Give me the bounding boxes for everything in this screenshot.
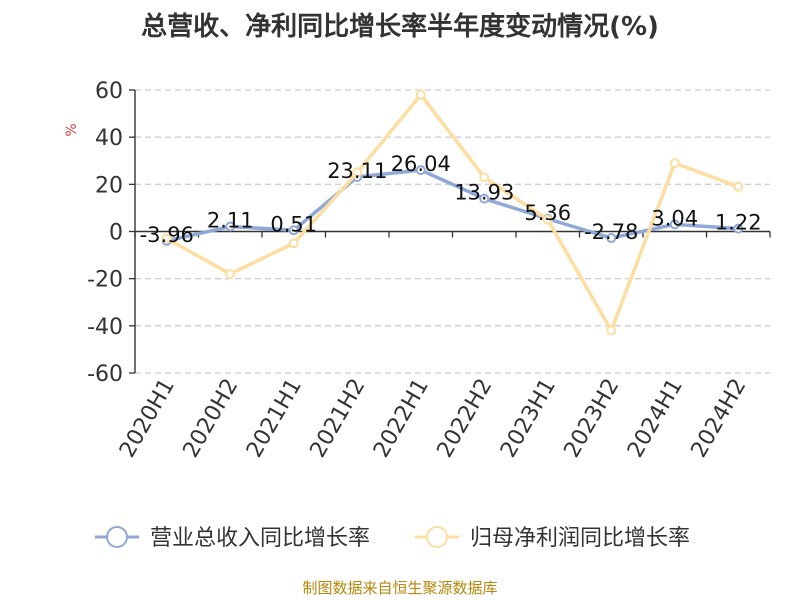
net-profit-growth-point bbox=[733, 181, 744, 192]
net-profit-growth-point bbox=[161, 233, 172, 244]
y-tick-label: 40 bbox=[95, 126, 123, 151]
x-tick-label: 2022H1 bbox=[369, 375, 434, 462]
net-profit-growth-line bbox=[165, 92, 740, 333]
y-axis-unit-label: % bbox=[64, 123, 80, 136]
x-tick-label: 2021H1 bbox=[242, 375, 307, 462]
data-label: 3.04 bbox=[651, 206, 698, 230]
data-label: 0.51 bbox=[270, 212, 317, 236]
x-tick-label: 2022H2 bbox=[433, 375, 498, 462]
axes: 60 40 20 0 -20 -40 -602020H12020H22021H12021H2… bbox=[87, 79, 771, 462]
x-tick-label: 2020H2 bbox=[179, 375, 244, 462]
x-tick-label: 2024H1 bbox=[623, 375, 688, 462]
data-label: 26.04 bbox=[391, 152, 451, 176]
y-tick-label: -60 bbox=[87, 362, 123, 387]
revenue-growth-line bbox=[165, 168, 740, 243]
net-profit-growth-point bbox=[288, 238, 299, 249]
y-tick-label: 20 bbox=[95, 173, 123, 198]
data-label: 13.93 bbox=[454, 181, 514, 205]
revenue-growth-point bbox=[225, 221, 236, 232]
y-tick-label: 0 bbox=[109, 221, 123, 246]
legend-label: 营业总收入同比增长率 bbox=[150, 526, 370, 551]
net-profit-growth-point bbox=[542, 214, 553, 225]
legend-marker bbox=[426, 526, 448, 548]
revenue-growth-point bbox=[606, 233, 617, 244]
data-label: -3.96 bbox=[140, 223, 194, 247]
net-profit-growth-point bbox=[669, 158, 680, 169]
y-tick-label: 60 bbox=[95, 79, 123, 104]
x-tick-label: 2024H2 bbox=[687, 375, 752, 462]
legend-label: 归母净利润同比增长率 bbox=[470, 526, 690, 551]
revenue-growth-point bbox=[669, 219, 680, 230]
data-source-note: 制图数据来自恒生聚源数据库 bbox=[302, 579, 498, 597]
net-profit-growth-point bbox=[606, 325, 617, 336]
revenue-growth-point bbox=[288, 225, 299, 236]
data-label: 5.36 bbox=[524, 201, 571, 225]
chart-title: 总营收、净利同比增长率半年度变动情况(%) bbox=[141, 12, 659, 42]
net-profit-growth-point bbox=[415, 89, 426, 100]
net-profit-growth-point bbox=[479, 172, 490, 183]
revenue-growth-point bbox=[479, 193, 490, 204]
series-lines bbox=[161, 89, 744, 336]
gridlines bbox=[135, 89, 770, 374]
data-label: -2.78 bbox=[584, 220, 638, 244]
legend: 营业总收入同比增长率 归母净利润同比增长率 bbox=[95, 526, 690, 551]
net-profit-growth-point bbox=[352, 167, 363, 178]
y-tick-label: -20 bbox=[87, 268, 123, 293]
revenue-growth-point bbox=[733, 223, 744, 234]
revenue-growth-point bbox=[415, 165, 426, 176]
legend-marker bbox=[106, 526, 128, 548]
x-tick-label: 2020H1 bbox=[115, 375, 180, 462]
net-profit-growth-point bbox=[225, 268, 236, 279]
x-tick-label: 2021H2 bbox=[306, 375, 371, 462]
x-tick-label: 2023H1 bbox=[496, 375, 561, 462]
data-label: 23.11 bbox=[327, 159, 387, 183]
data-label: 2.11 bbox=[207, 209, 254, 233]
y-tick-label: -40 bbox=[87, 315, 123, 340]
data-label: 1.22 bbox=[715, 211, 762, 235]
x-tick-label: 2023H2 bbox=[560, 375, 625, 462]
